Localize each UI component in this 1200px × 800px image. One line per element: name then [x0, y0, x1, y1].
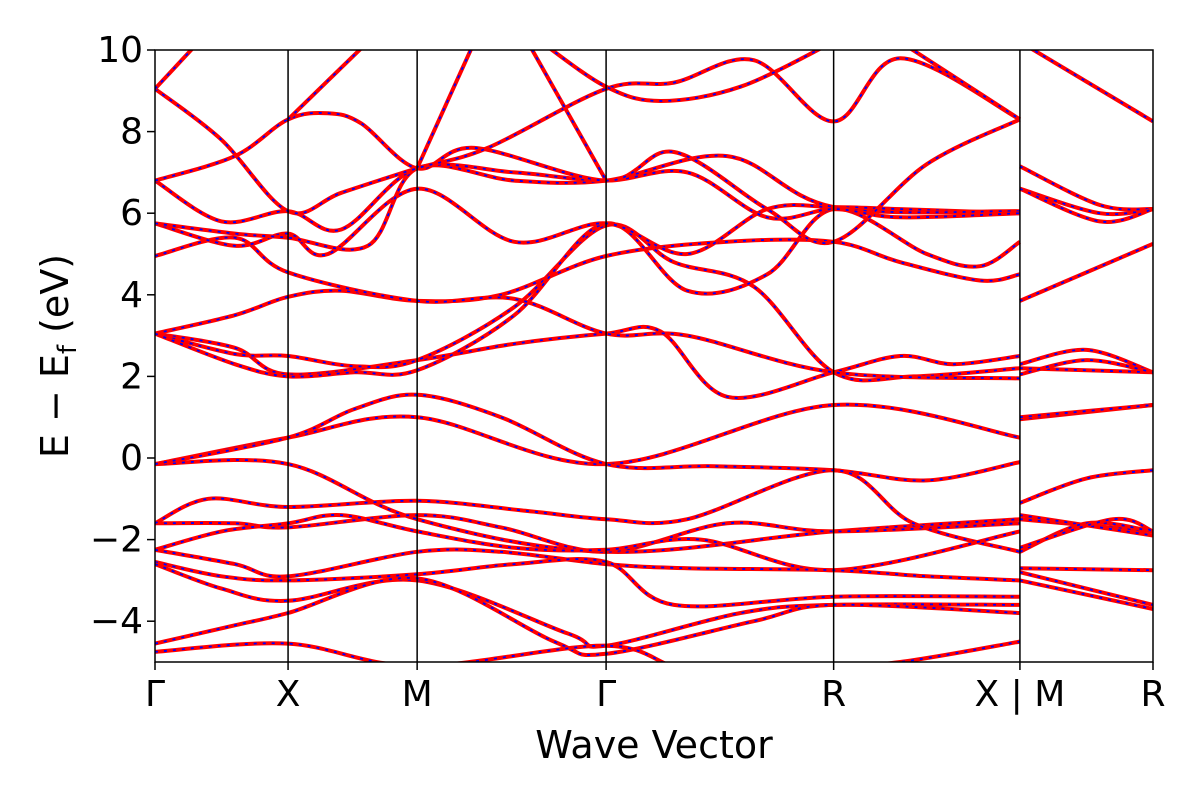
y-axis-title-sub: f [53, 344, 83, 354]
y-tick-label-6: 8 [120, 112, 143, 153]
band-4-segment-0 [155, 468, 1021, 554]
band-0-dashed-segment-1 [1019, 518, 1153, 533]
band-11-dashed-segment-1 [1019, 242, 1153, 302]
band-3-dashed-segment-0 [155, 514, 1020, 553]
band-15-dashed-segment-1 [1019, 404, 1153, 419]
band-12-segment-0 [155, 324, 1021, 400]
band-17-dashed-segment-1 [1019, 165, 1153, 211]
x-tick-label-1: X [276, 674, 301, 715]
y-tick-label-0: −4 [90, 601, 143, 642]
band-20-segment-1 [1029, 50, 1153, 124]
band-21-dashed-segment-2 [416, 50, 472, 169]
band-21-dashed-segment-0 [155, 50, 193, 90]
band-8-dashed-segment-1 [1019, 579, 1153, 610]
band-10-dashed-segment-0 [155, 640, 1021, 662]
band-6-dashed-segment-1 [1019, 567, 1153, 572]
band-12-dashed-segment-1 [1019, 367, 1153, 374]
y-axis-title: E − Ef (eV) [33, 254, 83, 458]
band-13-segment-1 [1019, 347, 1153, 375]
band-2-dashed-segment-0 [155, 393, 1021, 482]
band-2-segment-1 [1019, 468, 1153, 505]
plot-frame [154, 49, 1154, 663]
x-tick-label-6: R [1140, 674, 1165, 715]
x-tick-label-5: X | M [975, 674, 1066, 715]
band-11-dashed-segment-0 [155, 238, 1021, 335]
x-axis-ticks: Γ X M Γ R X | M R [145, 662, 1166, 715]
band-1-dashed-segment-0 [155, 403, 1021, 466]
x-tick-label-2: M [402, 674, 433, 715]
y-tick-label-7: 10 [97, 30, 143, 71]
band-12-dashed-segment-0 [155, 326, 1021, 399]
band-21-dashed-segment-4 [550, 50, 820, 102]
x-tick-label-4: R [821, 674, 846, 715]
band-11-segment-0 [155, 237, 1021, 336]
band-8-dashed-segment-0 [155, 563, 1020, 648]
band-20-dashed-segment-0 [155, 57, 1021, 215]
band-17-segment-1 [1019, 164, 1153, 212]
band-21-dashed-segment-1 [287, 50, 361, 121]
high-symmetry-lines [287, 50, 1021, 662]
y-axis-title-main: E − E [33, 354, 77, 458]
band-21-segment-5 [909, 50, 1021, 122]
band-21-dashed-segment-3 [531, 50, 607, 182]
y-axis-ticks: −4 −2 0 2 4 6 8 10 [90, 30, 155, 642]
band-2-dashed-segment-1 [1019, 469, 1153, 504]
band-14-segment-1 [1019, 358, 1153, 377]
band-lines [155, 50, 1153, 662]
band-7-dashed-segment-0 [155, 558, 1020, 608]
x-axis-title: Wave Vector [535, 723, 773, 767]
band-18-dashed-segment-1 [1019, 187, 1153, 223]
band-15-segment-0 [155, 235, 1020, 381]
band-3-segment-0 [155, 513, 1020, 554]
y-tick-label-5: 6 [120, 193, 143, 234]
band-9-dashed-segment-0 [155, 577, 1020, 656]
band-20-segment-0 [155, 56, 1021, 216]
band-16-dashed-segment-1 [1019, 187, 1153, 215]
band-4-dashed-segment-1 [1019, 521, 1153, 553]
y-tick-label-2: 0 [120, 438, 143, 479]
band-19-dashed-segment-0 [155, 112, 1021, 244]
band-4-dashed-segment-0 [155, 469, 1021, 553]
y-tick-label-1: −2 [90, 520, 143, 561]
band-5-dashed-segment-1 [1019, 517, 1153, 549]
band-6-segment-0 [155, 547, 1020, 583]
y-tick-label-3: 2 [120, 356, 143, 397]
band-7-dashed-segment-1 [1019, 571, 1153, 606]
band-17-dashed-segment-0 [155, 154, 1020, 251]
band-1-segment-0 [155, 402, 1021, 467]
x-tick-label-0: Γ [145, 674, 165, 715]
band-3-dashed-segment-1 [1019, 514, 1153, 537]
y-tick-label-4: 4 [120, 275, 143, 316]
band-6-dashed-segment-0 [155, 548, 1020, 582]
x-tick-label-3: Γ [596, 674, 616, 715]
y-axis-title-unit: (eV) [33, 254, 77, 345]
